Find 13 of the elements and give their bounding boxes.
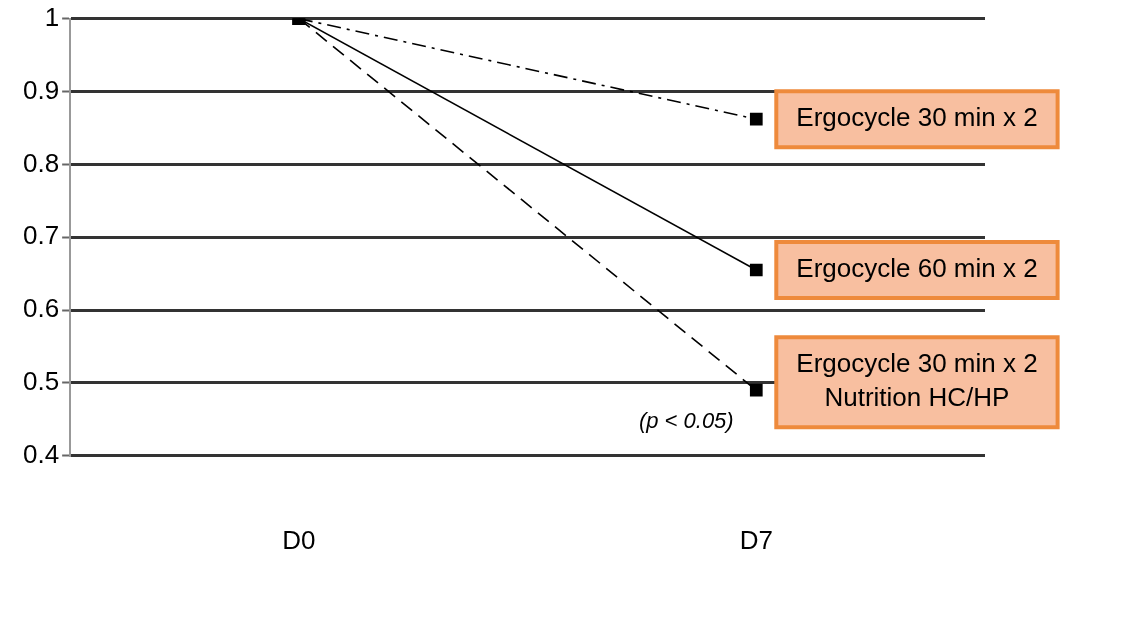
series-label: Ergocycle 30 min x 2 <box>796 102 1038 133</box>
y-tick-label: 0.4 <box>22 438 60 469</box>
x-tick-label: D0 <box>282 524 316 555</box>
y-tick-label: 0.6 <box>22 293 60 324</box>
y-tick-label: 0.5 <box>22 366 60 397</box>
series-label: Ergocycle 30 min x 2 Nutrition HC/HP <box>796 348 1038 413</box>
y-tick-label: 0.8 <box>22 147 60 178</box>
annotation: (p < 0.05) <box>638 408 734 434</box>
series-label: Ergocycle 60 min x 2 <box>796 253 1038 284</box>
y-tick-label: 0.7 <box>22 220 60 251</box>
y-tick-label: 0.9 <box>22 74 60 105</box>
x-tick-label: D7 <box>739 524 773 555</box>
y-tick-label: 1 <box>44 1 60 32</box>
